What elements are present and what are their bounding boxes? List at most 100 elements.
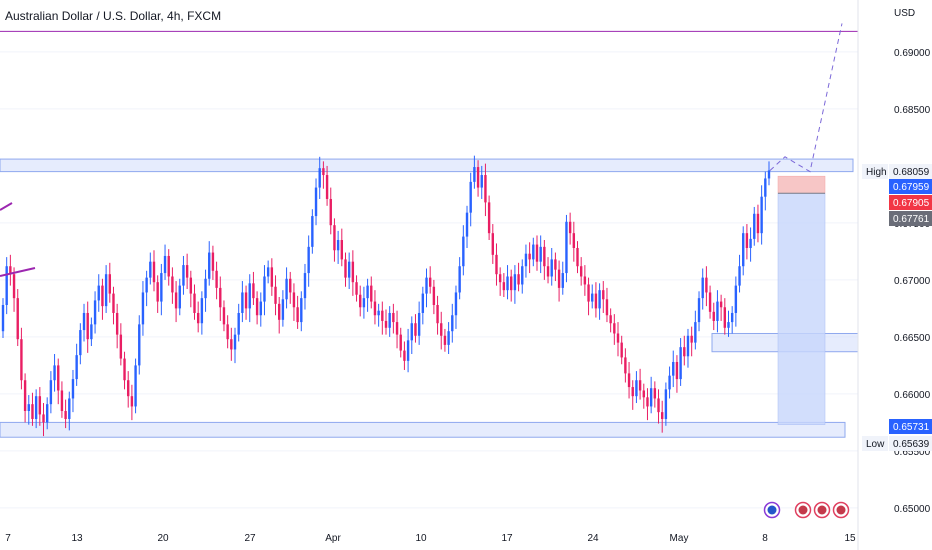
x-tick-label: 17: [501, 533, 513, 544]
candle-body: [510, 276, 513, 291]
x-tick-label: May: [670, 533, 689, 544]
candle-body: [347, 261, 351, 278]
candle-body: [97, 285, 100, 301]
candle-body: [535, 244, 539, 262]
candle-body: [156, 282, 159, 302]
candle-body: [756, 213, 760, 234]
candle-body: [557, 269, 561, 288]
price-label-value: 0.67959: [893, 182, 930, 193]
candle-body: [182, 265, 185, 286]
candle-body: [57, 365, 60, 391]
candle-body: [491, 233, 494, 255]
candle-body: [93, 300, 97, 325]
x-tick-label: 20: [157, 533, 169, 544]
candle-body: [185, 265, 189, 278]
price-label-value: 0.65639: [893, 439, 930, 450]
candle-body: [605, 299, 609, 316]
price-label-value: 0.67761: [893, 214, 930, 225]
price-label-caption: High: [866, 167, 887, 178]
price-axis[interactable]: 0.690000.685000.675000.670000.665000.660…: [857, 0, 931, 550]
candle-body: [101, 285, 104, 307]
candle-body: [296, 307, 299, 323]
candle-body: [745, 233, 749, 248]
candle-body: [200, 298, 204, 324]
candle-body: [686, 335, 690, 357]
candle-body: [753, 213, 756, 239]
candle-body: [436, 304, 439, 324]
candle-body: [668, 375, 671, 390]
candle-body: [112, 293, 115, 313]
candle-body: [543, 246, 546, 267]
candle-body: [115, 312, 119, 335]
candle-body: [723, 307, 727, 328]
candle-body: [767, 170, 771, 179]
candle-body: [138, 324, 141, 366]
candle-body: [152, 261, 156, 283]
candle-body: [31, 404, 34, 419]
candle-body: [583, 276, 587, 285]
trendline-lower: [0, 267, 36, 277]
candle-body: [705, 277, 708, 293]
take-profit-box: [777, 193, 826, 425]
price-label-caption: Low: [866, 439, 885, 450]
short-position[interactable]: [777, 175, 826, 425]
candle-body: [539, 246, 542, 262]
candle-body: [196, 312, 200, 324]
candle-body: [377, 310, 380, 316]
candle-body: [517, 274, 520, 285]
candle-body: [495, 254, 498, 275]
candle-body: [75, 355, 78, 380]
candle-body: [270, 267, 274, 287]
drawings: [0, 23, 858, 277]
price-label-value: 0.68059: [893, 167, 930, 178]
candle-body: [487, 202, 491, 234]
y-tick-label: 0.67000: [894, 276, 931, 287]
stop-loss-box: [777, 175, 826, 194]
candle-body: [440, 323, 443, 336]
candle-body: [1, 304, 5, 332]
candle-body: [86, 312, 89, 340]
y-tick-label: 0.66000: [894, 390, 931, 401]
candle-body: [443, 335, 447, 345]
candle-body: [233, 334, 237, 350]
candle-body: [289, 278, 292, 293]
candle-body: [71, 379, 75, 399]
candle-body: [178, 285, 181, 309]
candle-body: [241, 292, 244, 313]
candle-body: [381, 310, 384, 321]
candle-body: [727, 322, 730, 328]
candle-body: [425, 277, 428, 294]
candle-body: [355, 282, 358, 295]
candle-body: [171, 276, 174, 293]
event-flag-inner: [836, 505, 846, 515]
x-tick-label: 13: [71, 533, 83, 544]
candle-body: [421, 293, 425, 313]
candle-body: [642, 390, 645, 398]
candle-body: [635, 380, 638, 397]
candle-body: [274, 286, 277, 304]
candle-body: [598, 290, 601, 309]
candle-body: [5, 266, 8, 305]
x-tick-label: 7: [5, 533, 11, 544]
candle-body: [68, 398, 71, 419]
candle-body: [749, 238, 752, 248]
time-axis[interactable]: 7 13 20 27 Apr 10 17 24 May 8 15: [5, 533, 856, 544]
candle-body: [417, 312, 421, 336]
candle-body: [462, 236, 465, 267]
candle-body: [244, 292, 248, 309]
candle-body: [16, 298, 19, 340]
candle-body: [694, 322, 697, 343]
candle-body: [259, 301, 262, 316]
candle-body: [528, 253, 531, 260]
candle-body: [432, 286, 436, 305]
candle-body: [760, 196, 763, 234]
candle-body: [476, 167, 480, 188]
candle-body: [300, 298, 303, 323]
candle-body: [532, 244, 535, 260]
candle-body: [554, 259, 557, 270]
candle-body: [119, 334, 123, 359]
event-icons[interactable]: [763, 501, 850, 519]
candle-body: [627, 373, 631, 388]
candle-body: [403, 350, 406, 361]
